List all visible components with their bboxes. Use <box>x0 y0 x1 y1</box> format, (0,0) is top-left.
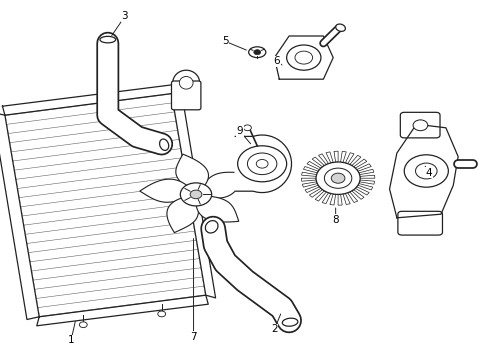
Ellipse shape <box>336 24 345 31</box>
Polygon shape <box>352 190 364 199</box>
Polygon shape <box>302 182 318 187</box>
Text: 3: 3 <box>122 11 128 21</box>
Polygon shape <box>196 194 239 222</box>
Polygon shape <box>274 36 333 79</box>
Ellipse shape <box>160 139 169 150</box>
Polygon shape <box>326 152 333 163</box>
Circle shape <box>79 322 87 328</box>
Polygon shape <box>176 154 209 194</box>
Circle shape <box>254 50 261 55</box>
Ellipse shape <box>100 36 116 43</box>
Text: 9: 9 <box>237 126 244 136</box>
Ellipse shape <box>205 221 218 233</box>
Polygon shape <box>5 94 206 317</box>
Text: 6: 6 <box>273 56 280 66</box>
Polygon shape <box>334 151 338 162</box>
Text: 5: 5 <box>222 36 229 46</box>
Polygon shape <box>341 151 346 162</box>
Polygon shape <box>360 180 375 184</box>
Polygon shape <box>301 172 317 176</box>
Polygon shape <box>2 85 174 115</box>
Polygon shape <box>358 184 373 190</box>
Polygon shape <box>0 112 39 320</box>
Circle shape <box>331 173 345 183</box>
Polygon shape <box>309 188 322 197</box>
Circle shape <box>416 163 437 179</box>
Polygon shape <box>357 164 371 171</box>
Polygon shape <box>303 166 318 173</box>
Polygon shape <box>330 194 336 205</box>
Circle shape <box>404 155 448 187</box>
Circle shape <box>324 168 352 188</box>
Circle shape <box>316 162 360 194</box>
FancyBboxPatch shape <box>172 81 201 110</box>
Polygon shape <box>350 155 361 166</box>
Polygon shape <box>343 193 350 204</box>
Ellipse shape <box>172 70 200 95</box>
Ellipse shape <box>282 318 298 326</box>
Circle shape <box>180 183 212 206</box>
FancyBboxPatch shape <box>400 112 440 138</box>
Polygon shape <box>354 159 367 168</box>
Polygon shape <box>360 175 375 178</box>
Polygon shape <box>172 91 216 298</box>
Circle shape <box>238 146 287 182</box>
Polygon shape <box>322 193 331 204</box>
Polygon shape <box>196 172 244 198</box>
Polygon shape <box>37 295 208 326</box>
Circle shape <box>295 51 313 64</box>
Polygon shape <box>345 153 354 163</box>
Polygon shape <box>307 161 321 170</box>
Circle shape <box>190 190 202 199</box>
Polygon shape <box>348 192 358 203</box>
Text: 2: 2 <box>271 324 278 334</box>
Text: 7: 7 <box>190 332 197 342</box>
Polygon shape <box>305 185 319 193</box>
Circle shape <box>244 125 251 131</box>
Polygon shape <box>315 191 326 201</box>
Circle shape <box>287 45 321 70</box>
Polygon shape <box>318 154 328 165</box>
FancyBboxPatch shape <box>398 211 442 235</box>
Ellipse shape <box>249 47 266 58</box>
Polygon shape <box>359 169 374 175</box>
Text: 8: 8 <box>332 215 339 225</box>
Circle shape <box>256 159 268 168</box>
Text: 1: 1 <box>68 335 74 345</box>
Text: 4: 4 <box>425 168 432 178</box>
Polygon shape <box>235 135 292 193</box>
Polygon shape <box>355 187 369 195</box>
Ellipse shape <box>413 120 428 131</box>
Circle shape <box>158 311 166 317</box>
Polygon shape <box>167 194 198 233</box>
Polygon shape <box>301 178 316 181</box>
Polygon shape <box>140 179 196 202</box>
Polygon shape <box>390 124 458 218</box>
Polygon shape <box>312 157 324 167</box>
Ellipse shape <box>179 77 193 89</box>
Polygon shape <box>338 194 342 205</box>
Circle shape <box>247 153 277 175</box>
